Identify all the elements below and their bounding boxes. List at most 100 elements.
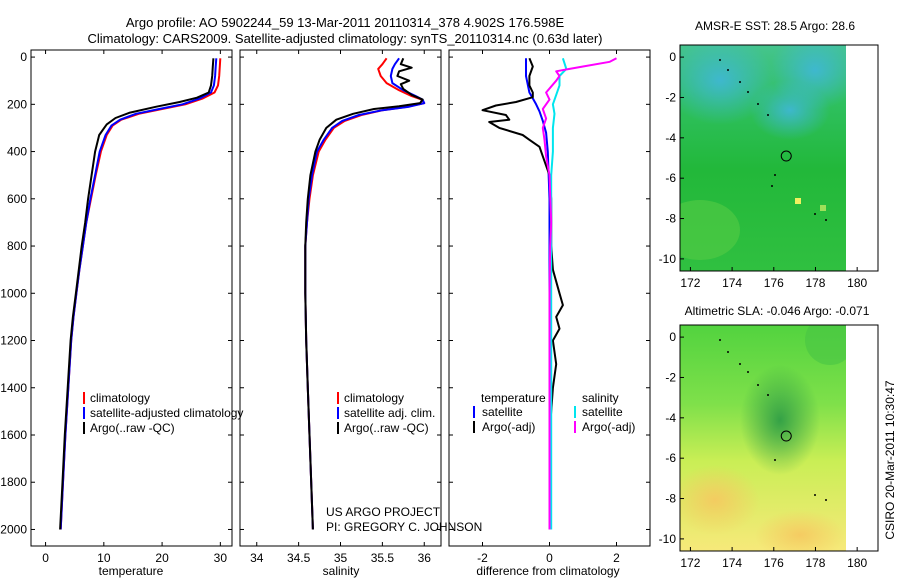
salinity-series-argo: [304, 57, 424, 530]
difference-series-temperature-argo-adj-: [481, 57, 564, 530]
sla-ytick-label: -8: [665, 492, 676, 506]
sst-xtick-label: 174: [722, 276, 742, 290]
legend-label-temperature-satellite: satellite: [482, 405, 523, 419]
sla-island-dot: [747, 371, 749, 373]
sst-xtick-label: 178: [805, 276, 825, 290]
sst-island-dot: [739, 81, 741, 83]
difference-legend: temperature salinity satellite Argo(-adj…: [473, 391, 635, 434]
salinity-series-satellite-adj-clim-: [304, 57, 426, 530]
sla-low-patch: [805, 325, 846, 365]
sst-map-image: [680, 45, 846, 271]
salinity-xtick-label: 34: [250, 551, 264, 565]
sst-pixel: [795, 198, 801, 204]
sla-island-dot: [719, 339, 721, 341]
legend-label-climatology: climatology: [90, 391, 150, 405]
difference-xtick-label: 2: [613, 551, 620, 565]
sla-island-dot: [767, 394, 769, 396]
sla-xtick-label: 176: [764, 556, 784, 570]
temperature-xtick-label: 10: [97, 551, 111, 565]
depth-tick-label: 0: [20, 50, 27, 64]
sst-ytick-label: -8: [665, 212, 676, 226]
depth-tick-label: 1200: [0, 334, 27, 348]
sla-float-position-marker: [780, 430, 792, 442]
salinity-xlabel: salinity: [323, 564, 360, 578]
temperature-xtick-label: 30: [214, 551, 228, 565]
sla-ytick-label: -10: [659, 532, 677, 546]
salinity-legend: climatology satellite adj. clim. Argo(..…: [337, 391, 435, 435]
legend-label-salinity-satellite: satellite: [582, 405, 623, 419]
temperature-series-argo: [59, 58, 215, 530]
sst-cool-patch: [680, 200, 740, 260]
sla-ytick-label: -6: [665, 451, 676, 465]
sst-island-dot: [747, 91, 749, 93]
sla-island-dot: [757, 384, 759, 386]
sst-ytick-label: -10: [659, 252, 677, 266]
sla-island-dot: [727, 351, 729, 353]
legend-title-temperature: temperature: [481, 391, 546, 405]
figure-title-line1: Argo profile: AO 5902244_59 13-Mar-2011 …: [126, 15, 565, 30]
sla-xtick-label: 172: [680, 556, 700, 570]
sst-xtick-label: 176: [764, 276, 784, 290]
temperature-xtick-label: 20: [155, 551, 169, 565]
legend-label-satellite-adj: satellite adj. clim.: [344, 406, 435, 420]
salinity-xtick-label: 35: [334, 551, 348, 565]
project-annotation-line2: PI: GREGORY C. JOHNSON: [326, 520, 482, 534]
sst-island-dot: [814, 213, 816, 215]
sla-ytick-label: -2: [665, 370, 676, 384]
sst-warm-blue-patch: [750, 80, 830, 140]
legend-label-salinity-argo: Argo(-adj): [582, 420, 635, 434]
depth-tick-label: 200: [7, 97, 27, 111]
project-annotation-line1: US ARGO PROJECT: [326, 505, 441, 519]
difference-xtick-label: -2: [477, 551, 488, 565]
legend-title-salinity: salinity: [582, 391, 619, 405]
sla-map-image: [680, 325, 846, 551]
sla-high-patch: [755, 510, 845, 551]
temperature-xtick-label: 0: [42, 551, 49, 565]
depth-tick-label: 1000: [0, 286, 27, 300]
legend-label-satellite-adjusted: satellite-adjusted climatology: [90, 406, 243, 420]
sst-pixel: [820, 205, 826, 211]
sla-high-patch: [680, 465, 760, 535]
sst-ytick-label: -2: [665, 90, 676, 104]
legend-label-argo: Argo(..raw -QC): [344, 421, 429, 435]
difference-xtick-label: 0: [546, 551, 553, 565]
depth-tick-label: 2000: [0, 522, 27, 536]
difference-series-temperature-satellite: [525, 58, 551, 530]
sla-map-title: Altimetric SLA: -0.046 Argo: -0.071: [685, 304, 870, 318]
sla-ytick-label: -4: [665, 411, 676, 425]
depth-tick-label: 600: [7, 192, 27, 206]
salinity-xtick-label: 34.5: [287, 551, 311, 565]
sla-island-dot: [739, 363, 741, 365]
sst-island-dot: [727, 69, 729, 71]
sla-island-dot: [825, 499, 827, 501]
sla-map-frame: [679, 324, 879, 552]
sst-island-dot: [774, 174, 776, 176]
salinity-xtick-label: 35.5: [371, 551, 395, 565]
sst-island-dot: [771, 185, 773, 187]
sla-island-dot: [814, 494, 816, 496]
sst-map-title: AMSR-E SST: 28.5 Argo: 28.6: [695, 19, 855, 33]
difference-xlabel: difference from climatology: [476, 564, 619, 578]
sst-islands: [719, 59, 827, 221]
sla-ytick-label: 0: [669, 330, 676, 344]
legend-label-climatology: climatology: [344, 391, 404, 405]
sst-island-dot: [825, 219, 827, 221]
depth-tick-label: 400: [7, 145, 27, 159]
sla-islands: [719, 339, 827, 501]
depth-tick-label: 1800: [0, 475, 27, 489]
sst-map-frame: [679, 44, 879, 272]
sla-xtick-label: 178: [805, 556, 825, 570]
sst-float-position-marker: [780, 150, 792, 162]
legend-label-argo: Argo(..raw -QC): [90, 421, 175, 435]
depth-tick-label: 1600: [0, 428, 27, 442]
sst-island-dot: [719, 59, 721, 61]
sst-ytick-label: 0: [669, 50, 676, 64]
salinity-series-climatology: [304, 57, 426, 530]
temperature-xlabel: temperature: [99, 564, 164, 578]
temperature-panel: [30, 49, 233, 547]
sst-island-dot: [767, 114, 769, 116]
depth-tick-label: 1400: [0, 381, 27, 395]
figure-title-line2: Climatology: CARS2009. Satellite-adjuste…: [88, 31, 603, 46]
temperature-series-climatology: [59, 58, 222, 530]
